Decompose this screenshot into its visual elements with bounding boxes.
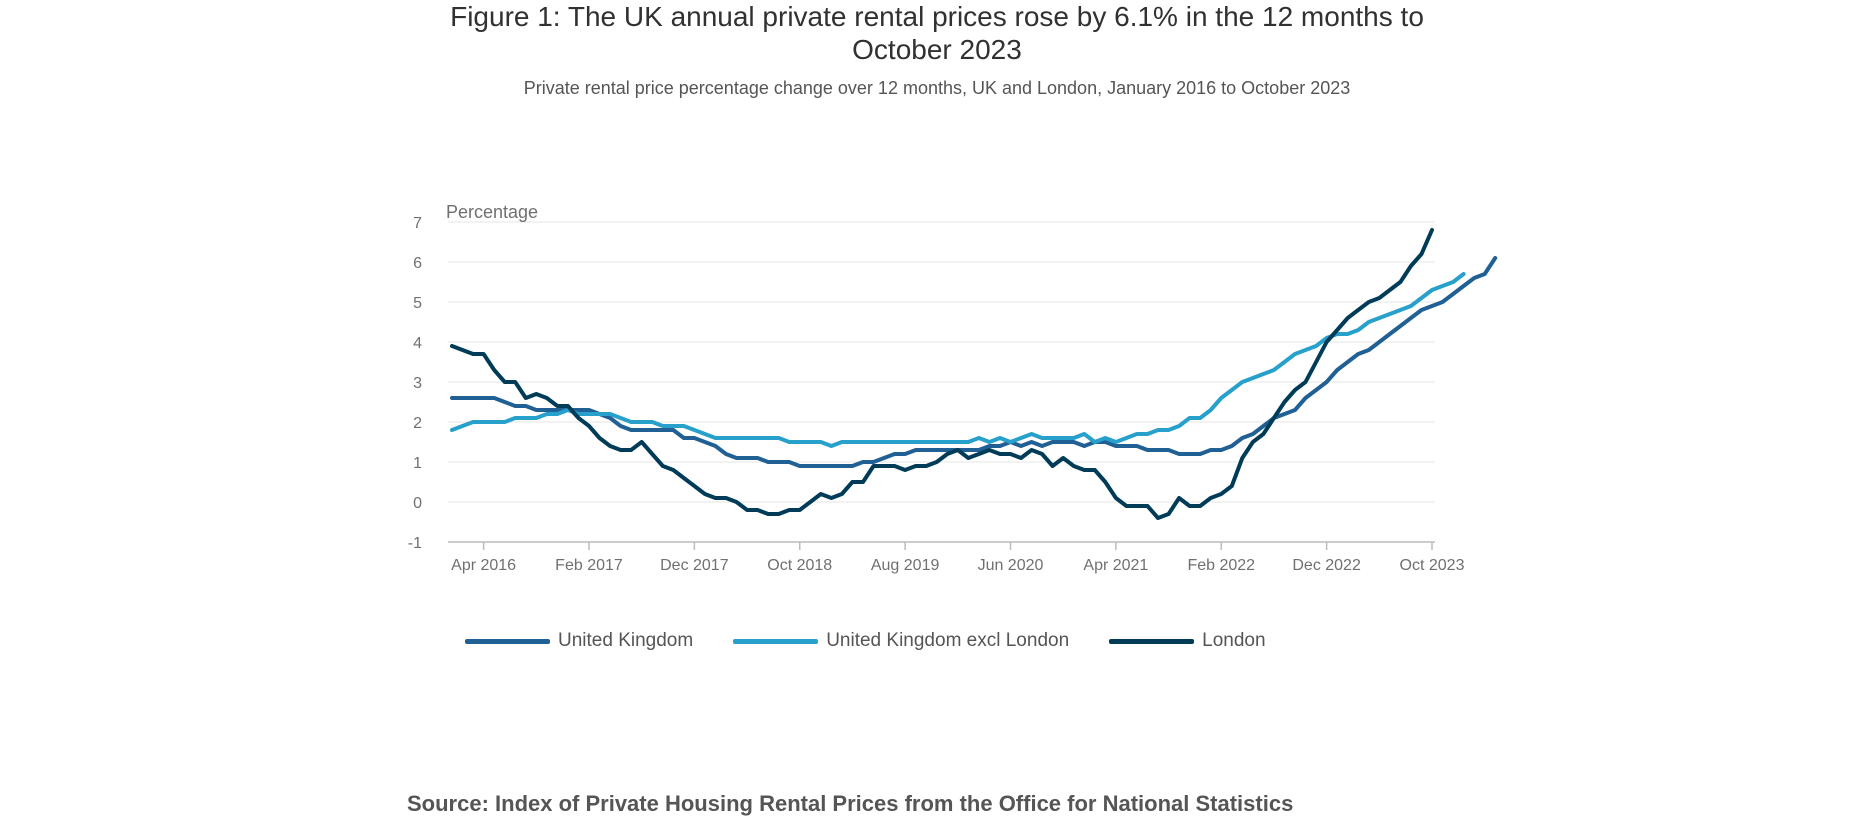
x-tick-label: Dec 2017 (660, 557, 729, 574)
x-tick-label: Oct 2018 (767, 557, 832, 574)
legend-label: United Kingdom (558, 630, 694, 651)
legend-label: London (1202, 630, 1266, 651)
chart-legend: United Kingdom United Kingdom excl London… (465, 630, 1306, 652)
y-tick-label: 0 (413, 495, 422, 512)
y-axis-label: Percentage (446, 202, 538, 222)
y-tick-label: 5 (413, 295, 422, 312)
legend-item: United Kingdom (465, 630, 693, 652)
x-tick-label: Apr 2021 (1083, 557, 1148, 574)
series-line-2 (450, 228, 1434, 520)
series-line-0 (450, 256, 1498, 468)
y-tick-label: -1 (408, 535, 422, 552)
y-tick-label: 4 (413, 335, 422, 352)
y-tick-label: 2 (413, 415, 422, 432)
legend-swatch (733, 638, 819, 644)
legend-swatch (465, 638, 550, 644)
x-tick-label: Aug 2019 (871, 557, 940, 574)
chart-title: Figure 1: The UK annual private rental p… (450, 1, 1424, 65)
x-tick-label: Jun 2020 (978, 557, 1044, 574)
y-tick-label: 1 (413, 455, 422, 472)
chart-subtitle: Private rental price percentage change o… (523, 78, 1351, 98)
x-tick-label: Feb 2022 (1187, 557, 1255, 574)
legend-item: United Kingdom excl London (733, 630, 1069, 652)
x-tick-label: Dec 2022 (1292, 557, 1361, 574)
x-tick-label: Feb 2017 (555, 557, 623, 574)
source-note: Source: Index of Private Housing Rental … (407, 791, 1294, 816)
x-tick-label: Apr 2016 (451, 557, 516, 574)
y-tick-label: 3 (413, 375, 422, 392)
legend-item: London (1109, 630, 1266, 652)
legend-label: United Kingdom excl London (826, 630, 1070, 651)
x-tick-label: Oct 2023 (1400, 557, 1465, 574)
legend-swatch (1109, 638, 1195, 644)
y-tick-label: 6 (413, 255, 422, 272)
series-line-1 (450, 272, 1466, 448)
y-tick-label: 7 (413, 215, 422, 232)
